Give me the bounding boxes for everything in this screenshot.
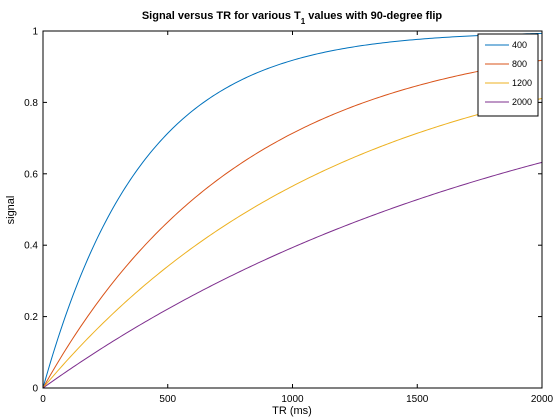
chart-title-subscript: 1 [301, 17, 306, 26]
y-tick-label: 0.4 [24, 241, 38, 252]
legend-label-800: 800 [512, 59, 527, 69]
y-tick-label: 1 [32, 27, 38, 38]
axis-ticks: 0 500 1000 1500 2000 0 0.2 0.4 0.6 0.8 1 [24, 27, 553, 406]
x-axis-label: TR (ms) [272, 405, 312, 417]
legend-label-400: 400 [512, 40, 527, 50]
legend: 400 800 1200 2000 [477, 33, 539, 117]
y-tick-label: 0 [32, 384, 38, 395]
chart-title: Signal versus TR for various T1 values w… [142, 10, 443, 26]
chart-title-main: Signal versus TR for various T [142, 10, 301, 22]
legend-label-2000: 2000 [512, 97, 532, 107]
y-tick-label: 0.6 [24, 169, 38, 180]
legend-label-1200: 1200 [512, 78, 532, 88]
series-line-2000 [42, 161, 543, 389]
x-tick-label: 1000 [281, 394, 304, 405]
x-tick-label: 2000 [531, 394, 554, 405]
x-tick-label: 500 [159, 394, 176, 405]
y-tick-label: 0.8 [24, 98, 38, 109]
y-tick-label: 0.2 [24, 312, 38, 323]
series-line-1200 [42, 97, 543, 389]
series-lines [42, 32, 543, 389]
series-line-400 [42, 32, 543, 389]
plot-background [43, 31, 542, 388]
chart-title-rest: values with 90-degree flip [305, 10, 442, 22]
y-axis-label: signal [5, 196, 17, 225]
plot-frame [42, 30, 543, 389]
x-tick-label: 0 [40, 394, 46, 405]
x-tick-label: 1500 [406, 394, 429, 405]
series-line-800 [42, 59, 543, 389]
